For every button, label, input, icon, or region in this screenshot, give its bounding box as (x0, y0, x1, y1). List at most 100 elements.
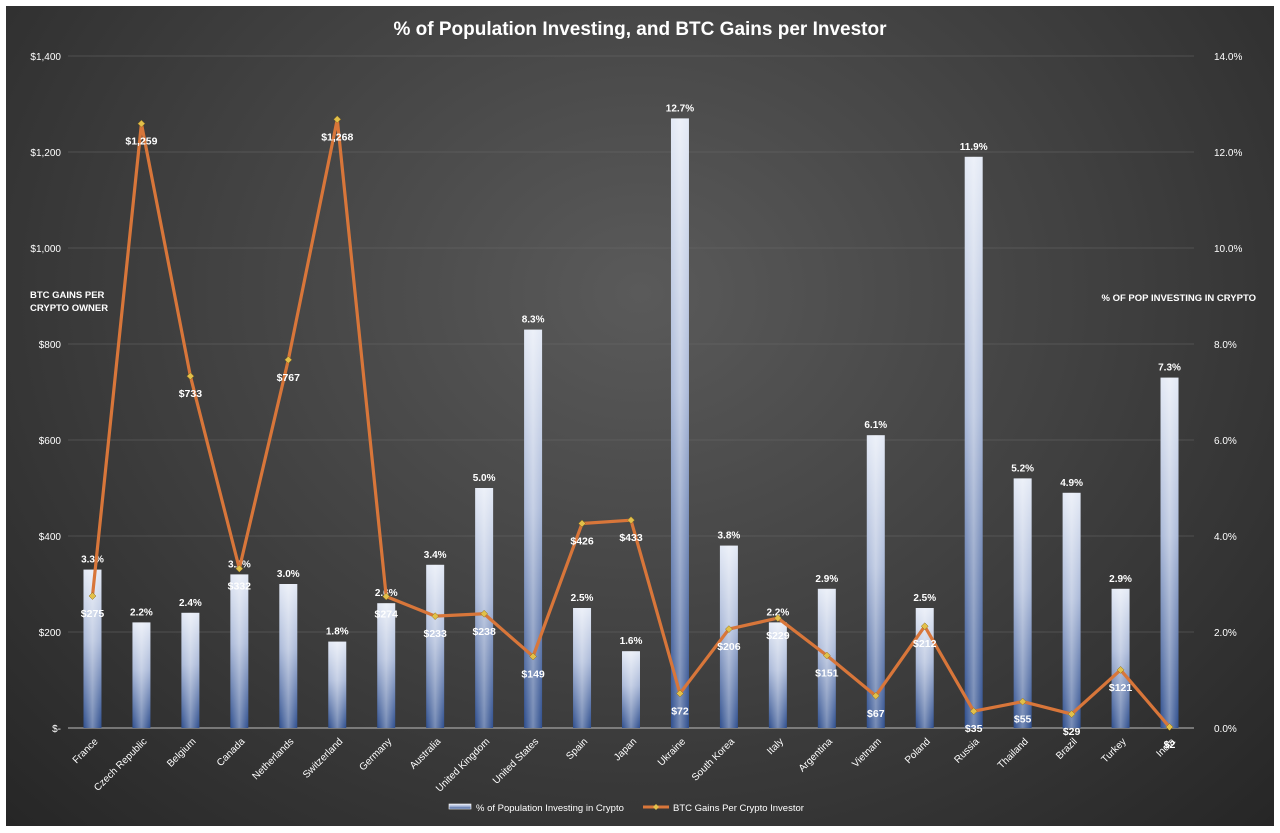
line-label: $332 (228, 581, 252, 593)
x-tick-label: Australia (408, 736, 444, 772)
line-marker (88, 592, 97, 600)
bar-series (83, 118, 1179, 729)
line-marker (284, 355, 293, 364)
bar-label: 5.0% (473, 473, 496, 484)
bar-label: 2.5% (913, 593, 936, 604)
line-marker (822, 651, 831, 660)
line-marker (137, 119, 146, 128)
x-tick-label: Argentina (797, 736, 835, 774)
chart-title: % of Population Investing, and BTC Gains… (394, 19, 888, 40)
left-tick-label: $1,000 (30, 244, 61, 255)
bar-shine (132, 622, 151, 728)
line-marker (578, 519, 586, 528)
bar-label: 11.9% (960, 142, 988, 153)
line-series (88, 115, 1174, 731)
line-marker (774, 614, 782, 622)
line-marker (235, 564, 244, 573)
bar-label: 2.5% (571, 593, 594, 604)
bar-label: 2.4% (179, 598, 202, 609)
bar-label: 7.3% (1158, 363, 1181, 374)
x-tick-label: Poland (903, 736, 933, 766)
bar-shine (426, 564, 445, 728)
bar-shine (964, 156, 983, 729)
bar-label: 2.9% (815, 574, 838, 585)
x-tick-label: Japan (612, 736, 639, 763)
line-marker (480, 609, 488, 618)
x-tick-label: South Korea (690, 736, 737, 783)
x-tick-label: Netherlands (251, 736, 297, 782)
legend-line-marker (653, 804, 659, 810)
left-tick-label: $1,200 (30, 148, 61, 159)
bar-shine (1111, 588, 1130, 728)
bar-label: 6.1% (864, 420, 887, 431)
line-label: $206 (717, 641, 741, 653)
left-axis-title-line2: CRYPTO OWNER (30, 303, 108, 314)
left-tick-label: $1,400 (30, 52, 61, 63)
bar-shine (328, 641, 347, 728)
line-marker (676, 689, 684, 698)
line-label: $121 (1109, 682, 1133, 694)
right-axis-title: % OF POP INVESTING IN CRYPTO (1102, 293, 1257, 304)
line-marker (431, 612, 440, 621)
line-label: $2 (1164, 739, 1176, 751)
right-tick-label: 10.0% (1214, 244, 1242, 255)
bar-label: 2.9% (1109, 574, 1132, 585)
line-label: $55 (1014, 714, 1032, 726)
bar-data-labels: 3.3%2.2%2.4%3.2%3.0%1.8%2.6%3.4%5.0%8.3%… (81, 103, 1181, 647)
bar-label: 2.2% (130, 607, 153, 618)
bar-shine (524, 329, 543, 728)
right-axis-ticks: 0.0% 2.0% 4.0% 6.0% 8.0% 10.0% 12.0% 14.0% (1214, 52, 1242, 735)
bar-label: 3.3% (81, 555, 104, 566)
bar-shine (573, 608, 592, 728)
right-tick-label: 0.0% (1214, 724, 1237, 735)
line-label: $233 (423, 628, 447, 640)
gridlines (68, 55, 1194, 729)
x-tick-label: Russia (952, 736, 982, 766)
line-marker (920, 622, 929, 631)
line-label: $212 (913, 638, 937, 650)
line-data-labels: $275 $1,259 $733 $332 $767 $1,268 $274 $233 $238… (81, 131, 1176, 751)
x-tick-label: Turkey (1100, 736, 1129, 765)
right-tick-label: 2.0% (1214, 628, 1237, 639)
x-tick-label: Switzerland (301, 736, 345, 780)
bar-label: 12.7% (666, 103, 694, 114)
bar-shine (1160, 377, 1179, 728)
line-label: $35 (965, 723, 983, 735)
line-label: $29 (1063, 726, 1081, 738)
chart-area: % of Population Investing, and BTC Gains… (6, 6, 1274, 826)
x-tick-label: Ukraine (656, 736, 688, 768)
line-marker (871, 691, 880, 700)
line-label: $767 (277, 372, 301, 384)
bar-shine (475, 488, 494, 728)
x-tick-label: Belgium (165, 736, 198, 769)
bar-label: 3.4% (424, 550, 447, 561)
line-marker (186, 372, 195, 381)
line-marker (1067, 710, 1076, 718)
bar-label: 1.6% (620, 636, 643, 647)
x-tick-label: Brazil (1054, 736, 1079, 761)
legend-bar-label: % of Population Investing in Crypto (476, 803, 624, 814)
bar-shine (279, 584, 298, 728)
x-tick-label: Germany (357, 736, 394, 773)
bar-shine (719, 545, 738, 728)
line-marker (969, 707, 978, 716)
line-label: $433 (619, 532, 643, 544)
line-label: $733 (179, 388, 203, 400)
line-label: $274 (375, 608, 399, 620)
bar-label: 8.3% (522, 315, 545, 326)
bar-shine (670, 118, 689, 728)
line-label: $1,268 (321, 131, 353, 143)
left-tick-label: $600 (39, 436, 62, 447)
bar-label: 5.2% (1011, 463, 1034, 474)
left-tick-label: $200 (39, 628, 62, 639)
line-label: $229 (766, 630, 790, 642)
legend-line-label: BTC Gains Per Crypto Investor (673, 803, 804, 814)
line-label: $275 (81, 608, 105, 620)
combo-chart: % of Population Investing, and BTC Gains… (30, 19, 1257, 814)
x-tick-label: Spain (564, 736, 590, 762)
x-tick-label: France (71, 736, 101, 766)
line-marker (1165, 723, 1174, 731)
line-marker (529, 652, 537, 661)
line-label: $149 (521, 668, 545, 680)
bar-shine (181, 612, 200, 728)
